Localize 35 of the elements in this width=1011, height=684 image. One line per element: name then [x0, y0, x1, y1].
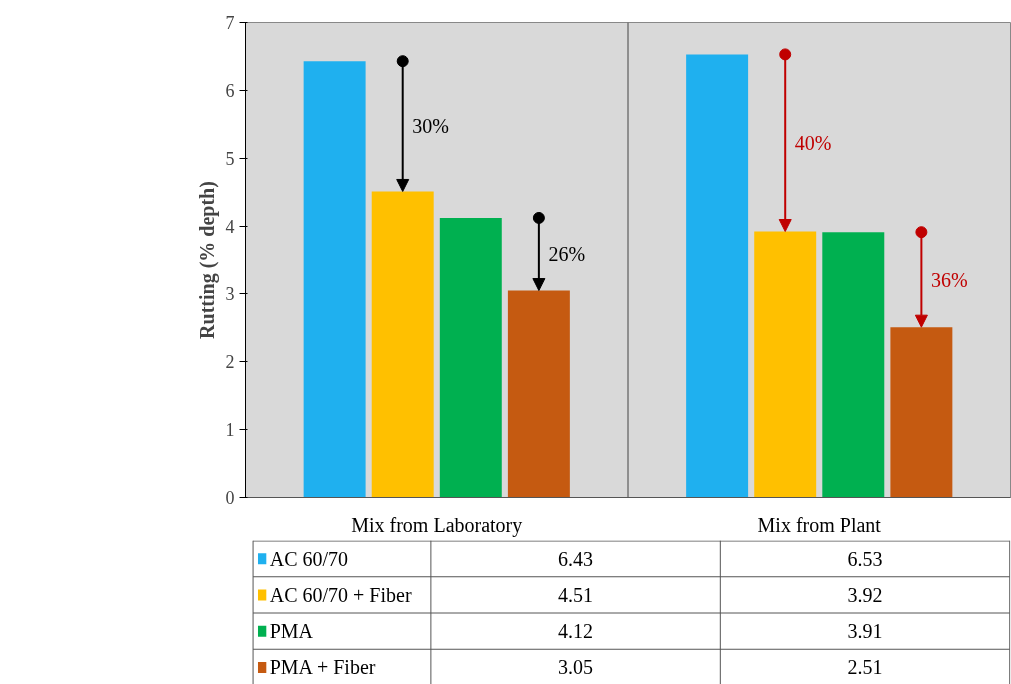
bar — [890, 327, 953, 498]
legend-label: PMA — [269, 620, 314, 643]
data-label: 4.12 — [558, 620, 594, 643]
bar — [686, 54, 749, 498]
data-label: 4.51 — [558, 583, 594, 606]
y-tick-label: 0 — [225, 488, 235, 508]
data-label: 6.43 — [558, 547, 594, 570]
x-tick-label: Mix from Plant — [757, 513, 882, 536]
data-label: 6.53 — [847, 547, 883, 570]
data-label: 2.51 — [847, 656, 883, 679]
annotation: 36% — [930, 268, 968, 291]
y-tick-label: 5 — [225, 148, 235, 169]
y-tick-label: 1 — [225, 420, 235, 441]
data-label: 3.05 — [558, 656, 594, 679]
bar — [507, 290, 570, 498]
bar — [439, 217, 502, 498]
y-axis-title: Rutting (% depth) — [195, 181, 219, 339]
legend-label: AC 60/70 + Fiber — [269, 583, 412, 606]
y-tick-label: 7 — [225, 13, 235, 33]
bar — [754, 231, 817, 498]
legend-label: AC 60/70 — [269, 547, 349, 570]
y-tick-label: 4 — [225, 216, 235, 237]
data-label: 3.92 — [847, 583, 883, 606]
annotation: 26% — [548, 243, 586, 266]
data-label: 3.91 — [847, 620, 883, 643]
annotation: 30% — [412, 115, 449, 138]
y-tick-label: 3 — [225, 284, 235, 305]
bar — [371, 191, 434, 498]
bar — [303, 61, 366, 498]
y-tick-label: 2 — [225, 352, 235, 373]
legend-label: PMA + Fiber — [269, 656, 376, 679]
bar — [822, 232, 885, 498]
y-tick-label: 6 — [225, 80, 235, 101]
annotation: 40% — [794, 131, 832, 154]
x-tick-label: Mix from Laboratory — [351, 513, 523, 537]
